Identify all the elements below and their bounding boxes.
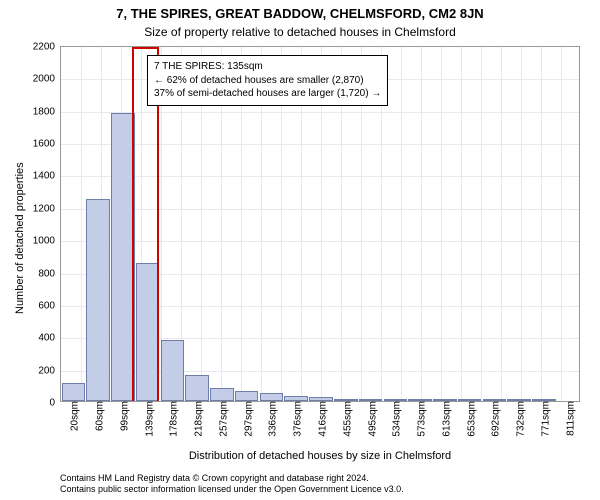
grid-line-h [61, 112, 579, 113]
plot-area: 0200400600800100012001400160018002000220… [60, 46, 580, 402]
footer-line: Contains public sector information licen… [60, 484, 404, 496]
histogram-bar [86, 199, 110, 401]
y-tick-label: 600 [38, 300, 61, 311]
grid-line-v [401, 47, 402, 401]
grid-line-v [501, 47, 502, 401]
histogram-bar [210, 388, 234, 401]
x-tick-label: 336sqm [264, 401, 279, 437]
footer-line: Contains HM Land Registry data © Crown c… [60, 473, 404, 485]
footer-attribution: Contains HM Land Registry data © Crown c… [60, 473, 404, 496]
x-tick-label: 376sqm [289, 401, 304, 437]
x-tick-label: 257sqm [214, 401, 229, 437]
annotation-box: 7 THE SPIRES: 135sqm ← 62% of detached h… [147, 55, 388, 106]
y-tick-label: 800 [38, 268, 61, 279]
y-tick-label: 400 [38, 333, 61, 344]
x-tick-label: 178sqm [165, 401, 180, 437]
grid-line-v [421, 47, 422, 401]
x-tick-label: 495sqm [363, 401, 378, 437]
grid-line-v [441, 47, 442, 401]
x-tick-label: 653sqm [462, 401, 477, 437]
x-tick-label: 573sqm [413, 401, 428, 437]
x-tick-label: 20sqm [66, 401, 81, 431]
grid-line-h [61, 209, 579, 210]
x-tick-label: 692sqm [487, 401, 502, 437]
chart-subtitle: Size of property relative to detached ho… [0, 21, 600, 39]
y-tick-label: 2000 [33, 74, 61, 85]
histogram-bar [185, 375, 209, 401]
grid-line-v [81, 47, 82, 401]
grid-line-v [521, 47, 522, 401]
grid-line-v [561, 47, 562, 401]
x-tick-label: 613sqm [437, 401, 452, 437]
marker-hline [132, 47, 159, 49]
x-tick-label: 771sqm [536, 401, 551, 437]
x-tick-label: 811sqm [561, 401, 576, 436]
histogram-bar [62, 383, 86, 401]
grid-line-h [61, 144, 579, 145]
grid-line-v [461, 47, 462, 401]
y-axis-label: Number of detached properties [14, 162, 26, 314]
y-tick-label: 200 [38, 365, 61, 376]
grid-line-v [541, 47, 542, 401]
annotation-line: 37% of semi-detached houses are larger (… [154, 87, 381, 101]
histogram-bar [235, 391, 259, 401]
x-tick-label: 60sqm [91, 401, 106, 431]
y-tick-label: 2200 [33, 42, 61, 53]
y-tick-label: 1200 [33, 203, 61, 214]
y-tick-label: 1000 [33, 236, 61, 247]
annotation-line: 7 THE SPIRES: 135sqm [154, 60, 381, 74]
y-tick-label: 1600 [33, 139, 61, 150]
marker-vline [132, 47, 134, 401]
histogram-bar [260, 393, 284, 401]
grid-line-h [61, 241, 579, 242]
x-tick-label: 416sqm [314, 401, 329, 437]
grid-line-h [61, 176, 579, 177]
annotation-line: ← 62% of detached houses are smaller (2,… [154, 74, 381, 88]
x-tick-label: 534sqm [388, 401, 403, 437]
y-tick-label: 0 [49, 398, 61, 409]
x-tick-label: 139sqm [140, 401, 155, 437]
x-tick-label: 297sqm [239, 401, 254, 437]
histogram-bar [161, 340, 185, 401]
x-axis-label: Distribution of detached houses by size … [60, 450, 580, 462]
x-tick-label: 99sqm [115, 401, 130, 431]
grid-line-v [481, 47, 482, 401]
x-tick-label: 732sqm [512, 401, 527, 437]
x-tick-label: 218sqm [190, 401, 205, 437]
chart-container: 7, THE SPIRES, GREAT BADDOW, CHELMSFORD,… [0, 0, 600, 500]
y-tick-label: 1400 [33, 171, 61, 182]
chart-title: 7, THE SPIRES, GREAT BADDOW, CHELMSFORD,… [0, 0, 600, 21]
y-tick-label: 1800 [33, 106, 61, 117]
x-tick-label: 455sqm [338, 401, 353, 437]
